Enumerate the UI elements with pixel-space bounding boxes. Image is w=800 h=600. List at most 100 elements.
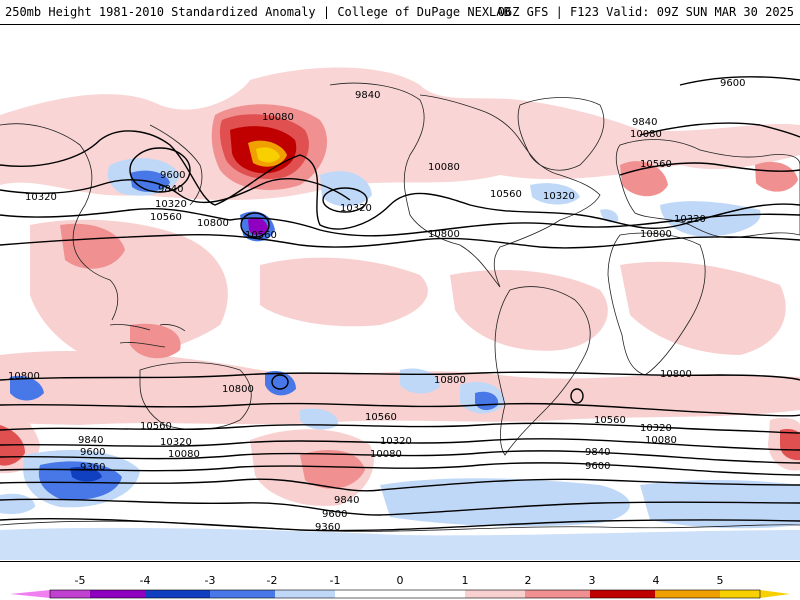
contour-line <box>0 438 800 451</box>
negative-anomaly-region <box>248 218 268 236</box>
contour-line <box>0 450 800 464</box>
contour-label: 10800 <box>640 229 672 240</box>
colorbar-tick: 2 <box>525 574 532 587</box>
negative-anomaly-region <box>0 527 800 560</box>
run-info: 06Z GFS | F123 Valid: 09Z SUN MAR 30 202… <box>497 5 794 19</box>
positive-anomaly-region <box>620 161 668 197</box>
contour-label: 10560 <box>245 230 277 241</box>
positive-anomaly-region <box>260 257 428 327</box>
coastline-asia <box>0 123 119 321</box>
contour-label: 10560 <box>640 159 672 170</box>
contour-label: 10320 <box>640 423 672 434</box>
header-bar: 250mb Height 1981-2010 Standardized Anom… <box>0 0 800 24</box>
positive-anomaly-region <box>450 270 608 351</box>
contour-label: 9600 <box>585 461 610 472</box>
contour-label: 10320 <box>155 199 187 210</box>
colorbar-segment <box>90 590 145 598</box>
contour-label: 9600 <box>80 447 105 458</box>
coastline-asia-east <box>149 124 203 206</box>
contour-label: 10320 <box>543 191 575 202</box>
contour-label: 10320 <box>160 437 192 448</box>
colorbar-segment <box>145 590 210 598</box>
contour-label: 9600 <box>720 78 745 89</box>
colorbar-segment <box>275 590 335 598</box>
contour-label: 10560 <box>140 421 172 432</box>
coastline-north-america <box>329 82 601 288</box>
positive-anomaly-region <box>0 350 800 425</box>
contour-label: 10320 <box>25 192 57 203</box>
contour-line <box>0 498 800 516</box>
contour-label: 10080 <box>645 435 677 446</box>
colorbar-segment <box>335 590 465 598</box>
negative-anomaly-region <box>265 370 296 396</box>
contour-closed <box>271 374 289 390</box>
contour-line <box>639 122 800 138</box>
colorbar-segment <box>590 590 655 598</box>
contour-label: 9840 <box>158 184 183 195</box>
contour-label: 10560 <box>365 412 397 423</box>
contour-label: 10080 <box>630 129 662 140</box>
negative-anomaly-region <box>0 493 35 515</box>
contour-line <box>619 162 800 176</box>
contour-label: 9600 <box>322 509 347 520</box>
colorbar-segment <box>655 590 720 598</box>
contour-label: 10800 <box>197 218 229 229</box>
negative-anomaly-region <box>70 467 102 482</box>
colorbar-tick: 4 <box>653 574 660 587</box>
negative-anomaly-region <box>530 183 580 205</box>
positive-anomaly-region <box>0 67 800 200</box>
contour-label: 10560 <box>150 212 182 223</box>
positive-anomaly-region <box>30 219 228 365</box>
contour-label: 9840 <box>334 495 359 506</box>
colorbar-segment <box>210 590 275 598</box>
contour-line <box>0 233 800 249</box>
contour-line <box>0 462 800 476</box>
contour-label: 10320 <box>674 214 706 225</box>
contour-line <box>0 207 800 237</box>
coastline-south-america <box>494 286 591 456</box>
positive-anomaly-region <box>60 223 125 269</box>
contour-closed <box>322 187 368 213</box>
colorbar-ticks: -5 -4 -3 -2 -1 0 1 2 3 4 5 <box>75 574 724 587</box>
contour-closed <box>240 212 270 238</box>
contour-label: 9600 <box>160 170 185 181</box>
contour-label: 10080 <box>370 449 402 460</box>
contour-closed <box>570 388 584 404</box>
contour-label: 10800 <box>8 371 40 382</box>
anomaly-map: 9840 10080 9600 9840 10080 10560 9600 98… <box>0 67 800 560</box>
colorbar-tick: 1 <box>462 574 469 587</box>
map-title: 250mb Height 1981-2010 Standardized Anom… <box>5 5 511 19</box>
contour-label: 10800 <box>660 369 692 380</box>
positive-anomaly-region <box>780 428 800 461</box>
negative-anomaly-region <box>640 480 800 529</box>
colorbar-segment <box>720 590 760 598</box>
anomaly-shading <box>0 67 800 560</box>
colorbar-segments <box>10 589 790 599</box>
colorbar-segment <box>50 590 90 598</box>
contour-labels: 9840 10080 9600 9840 10080 10560 9600 98… <box>8 78 745 533</box>
coastline-europe <box>615 139 800 239</box>
contour-line <box>0 478 800 492</box>
positive-anomaly-region <box>620 261 786 355</box>
colorbar-segment <box>465 590 525 598</box>
contour-label: 10560 <box>594 415 626 426</box>
contour-label: 9360 <box>315 522 340 533</box>
colorbar-tick: -4 <box>140 574 151 587</box>
coastline-africa <box>607 232 706 376</box>
negative-anomaly-region <box>380 478 630 527</box>
contour-label: 9360 <box>80 462 105 473</box>
colorbar-segment-pos6 <box>760 590 790 598</box>
negative-anomaly-region <box>320 171 372 207</box>
contour-label: 9840 <box>78 435 103 446</box>
colorbar-tick: 3 <box>589 574 596 587</box>
negative-anomaly-region <box>300 408 339 430</box>
colorbar-segment <box>525 590 590 598</box>
contour-label: 9840 <box>585 447 610 458</box>
colorbar-tick: -5 <box>75 574 86 587</box>
contour-label: 9840 <box>632 117 657 128</box>
contour-line <box>0 371 800 381</box>
contour-line <box>0 517 800 532</box>
colorbar-tick: 5 <box>717 574 724 587</box>
contour-label: 10560 <box>490 189 522 200</box>
positive-anomaly-region <box>755 161 798 192</box>
